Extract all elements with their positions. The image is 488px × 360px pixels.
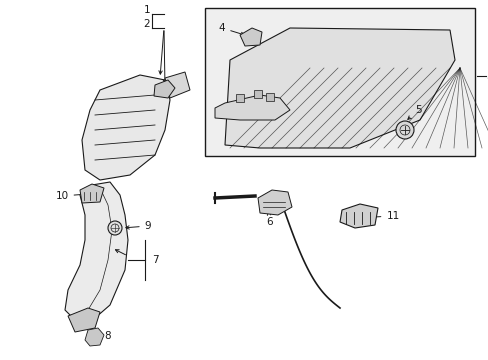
Polygon shape [265,93,273,101]
Polygon shape [339,204,377,228]
Polygon shape [68,308,100,332]
Text: 7: 7 [152,255,158,265]
Text: 10: 10 [55,191,84,201]
Polygon shape [253,90,262,98]
Text: 9: 9 [125,221,151,231]
Text: 11: 11 [358,211,399,221]
Polygon shape [224,28,454,148]
Text: 3: 3 [485,71,488,81]
Polygon shape [80,184,104,203]
Circle shape [395,121,413,139]
Text: 8: 8 [88,331,111,341]
Polygon shape [240,28,262,46]
Polygon shape [82,75,170,180]
Text: 2: 2 [143,19,150,29]
Polygon shape [85,328,104,346]
Text: 5: 5 [407,105,421,120]
Text: 6: 6 [266,211,273,227]
Polygon shape [236,94,244,102]
Polygon shape [65,182,128,320]
Polygon shape [215,95,289,120]
Text: 4: 4 [218,23,244,36]
Polygon shape [164,72,190,98]
Polygon shape [258,190,291,215]
Circle shape [108,221,122,235]
Text: 1: 1 [143,5,150,15]
Bar [204,8,474,156]
Polygon shape [154,80,175,98]
